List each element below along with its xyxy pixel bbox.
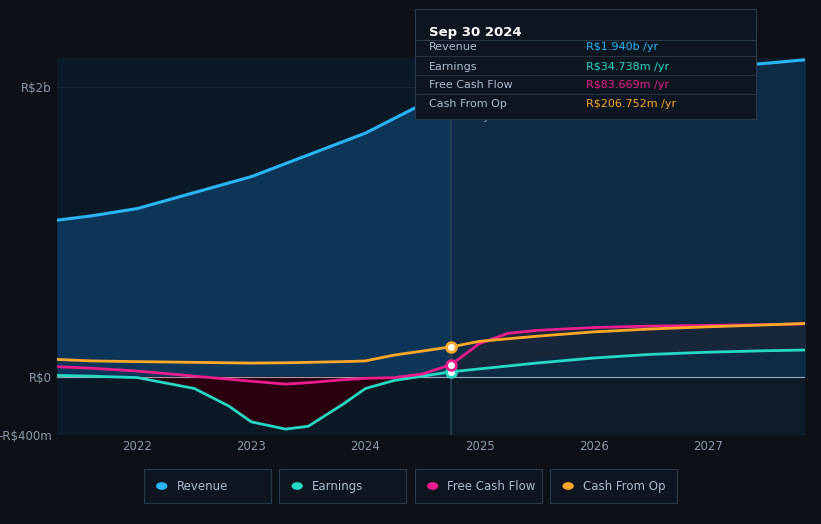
Text: R$1.940b /yr: R$1.940b /yr xyxy=(586,42,658,52)
Bar xyxy=(57,58,451,435)
Text: R$206.752m /yr: R$206.752m /yr xyxy=(586,99,676,109)
Text: Cash From Op: Cash From Op xyxy=(583,479,665,493)
Text: R$83.669m /yr: R$83.669m /yr xyxy=(586,80,669,90)
Text: Free Cash Flow: Free Cash Flow xyxy=(447,479,536,493)
Text: Earnings: Earnings xyxy=(429,62,478,72)
Text: R$34.738m /yr: R$34.738m /yr xyxy=(586,62,669,72)
Text: Revenue: Revenue xyxy=(177,479,228,493)
Text: Sep 30 2024: Sep 30 2024 xyxy=(429,26,521,39)
Text: Earnings: Earnings xyxy=(312,479,364,493)
Text: Analysts Forecasts: Analysts Forecasts xyxy=(456,108,566,122)
Text: Revenue: Revenue xyxy=(429,42,478,52)
Text: Past: Past xyxy=(420,108,445,122)
Text: Cash From Op: Cash From Op xyxy=(429,99,507,109)
Text: Free Cash Flow: Free Cash Flow xyxy=(429,80,512,90)
